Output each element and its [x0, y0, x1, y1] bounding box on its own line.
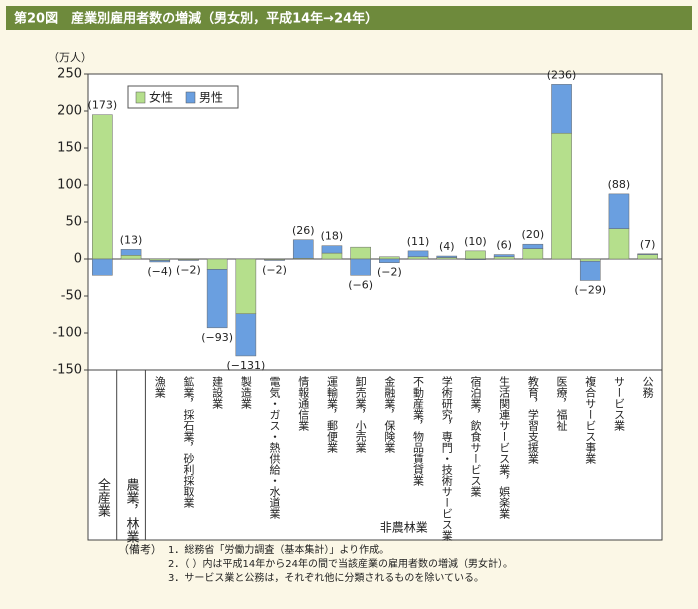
total-label: (18) — [321, 230, 344, 243]
group-label: 非農林業 — [380, 521, 428, 535]
x-tick-label: 生活関連サービス業，娯楽業 — [498, 375, 511, 519]
title-bar — [6, 6, 692, 30]
bar-segment — [407, 256, 429, 260]
bar-segment — [292, 239, 314, 259]
legend-swatch — [135, 91, 146, 104]
total-label: (−6) — [348, 278, 373, 291]
bar-segment — [608, 193, 630, 229]
total-label: (−2) — [377, 266, 402, 279]
total-label: (6) — [496, 239, 512, 252]
bar-segment — [465, 250, 486, 260]
total-label: (173) — [88, 99, 118, 112]
y-tick-label: 50 — [65, 215, 82, 230]
total-label: (−4) — [147, 265, 172, 278]
bar-segment — [407, 250, 429, 258]
legend-label: 男性 — [199, 91, 223, 105]
bar-segment — [120, 255, 142, 260]
x-tick-label: 製造業 — [239, 375, 252, 409]
bar-segment — [321, 245, 343, 254]
total-label: (−2) — [176, 263, 201, 276]
y-tick-label: 100 — [57, 178, 82, 193]
y-tick-label: -100 — [52, 326, 82, 341]
total-label: (20) — [522, 228, 545, 241]
bar-segment — [235, 258, 257, 315]
x-tick-label: 漁業 — [153, 375, 166, 398]
y-tick-label: 200 — [57, 104, 82, 119]
x-tick-label: 全産業 — [95, 477, 111, 517]
bar-segment — [379, 258, 400, 263]
x-tick-label: 農業，林業 — [124, 478, 140, 543]
x-tick-label: 教育，学習支援業 — [526, 376, 539, 464]
x-tick-label: 鉱業，採石業，砂利採取業 — [182, 375, 195, 508]
total-label: (−93) — [201, 331, 233, 344]
x-tick-label: 学術研究，専門・技術サービス業 — [440, 375, 453, 541]
x-tick-label: 電気・ガス・熱供給・水道業 — [268, 376, 281, 519]
bar-segment — [206, 258, 228, 270]
plot-area — [87, 73, 663, 541]
note: 2．（ ）内は平成14年から24年の間で当該産業の雇用者数の増減（男女計）。 — [168, 557, 513, 570]
x-tick-label: サービス業 — [612, 376, 625, 431]
x-tick-label: 情報通信業 — [297, 376, 310, 431]
bar-segment — [206, 269, 228, 329]
legend-label: 女性 — [149, 90, 173, 105]
legend-swatch — [185, 91, 196, 104]
y-tick-label: 0 — [74, 252, 82, 267]
bar-segment — [120, 249, 142, 256]
bar-segment — [149, 260, 171, 263]
total-label: (−131) — [226, 359, 265, 372]
note: 1．総務省「労働力調査（基本集計）」より作成。 — [168, 543, 389, 556]
x-tick-label: 卸売業，小売業 — [354, 375, 367, 453]
y-tick-label: 150 — [57, 141, 82, 156]
bar-segment — [608, 228, 630, 260]
note: 3．サービス業と公務は，それぞれ他に分類されるものを除いている。 — [168, 571, 484, 584]
total-label: (4) — [439, 240, 455, 253]
bar-segment — [436, 255, 458, 258]
x-tick-label: 建設業 — [211, 375, 224, 409]
x-tick-label: 複合サービス事業 — [584, 375, 597, 464]
total-label: (13) — [120, 233, 143, 246]
bar-segment — [235, 313, 257, 357]
total-label: (236) — [547, 68, 577, 81]
bar-segment — [321, 252, 343, 260]
total-label: (88) — [608, 178, 631, 191]
total-label: (−2) — [262, 263, 287, 276]
bar-segment — [637, 253, 658, 255]
x-tick-label: 宿泊業，飲食サービス業 — [469, 375, 482, 497]
x-tick-label: 金融業，保険業 — [383, 375, 396, 453]
x-tick-label: 公務 — [641, 376, 654, 399]
total-label: (−29) — [574, 283, 606, 296]
bar-segment — [579, 258, 601, 262]
total-label: (10) — [464, 235, 487, 248]
bar-segment — [637, 254, 658, 260]
bar-segment — [92, 114, 113, 260]
bar-segment — [92, 258, 113, 276]
chart-title: 第20図 産業別雇用者数の増減（男女別，平成14年→24年） — [14, 11, 378, 27]
legend-box — [127, 85, 239, 109]
y-tick-label: -150 — [52, 363, 82, 378]
bar-segment — [522, 243, 544, 249]
total-label: (26) — [292, 224, 315, 237]
total-label: (7) — [640, 238, 656, 251]
total-label: (11) — [407, 235, 430, 248]
x-tick-label: 運輸業，郵便業 — [325, 376, 338, 453]
notes-heading: （備考） — [118, 543, 162, 556]
x-tick-label: 不動産業，物品賃貸業 — [412, 376, 425, 486]
y-unit: （万人） — [48, 51, 92, 64]
y-tick-label: -50 — [61, 289, 82, 304]
bar-segment — [522, 248, 544, 260]
bar-segment — [465, 258, 486, 260]
bar-segment — [178, 259, 199, 261]
bar-segment — [264, 259, 285, 261]
bar-segment — [350, 246, 371, 260]
bar-segment — [551, 84, 572, 134]
bar-segment — [551, 132, 572, 260]
bar-segment — [350, 258, 371, 276]
bar-segment — [493, 256, 515, 260]
x-tick-label: 医療，福祉 — [555, 376, 568, 432]
bar-segment — [493, 254, 515, 258]
bar-segment — [379, 256, 400, 260]
y-tick-label: 250 — [57, 67, 82, 82]
bar-segment — [579, 260, 601, 281]
